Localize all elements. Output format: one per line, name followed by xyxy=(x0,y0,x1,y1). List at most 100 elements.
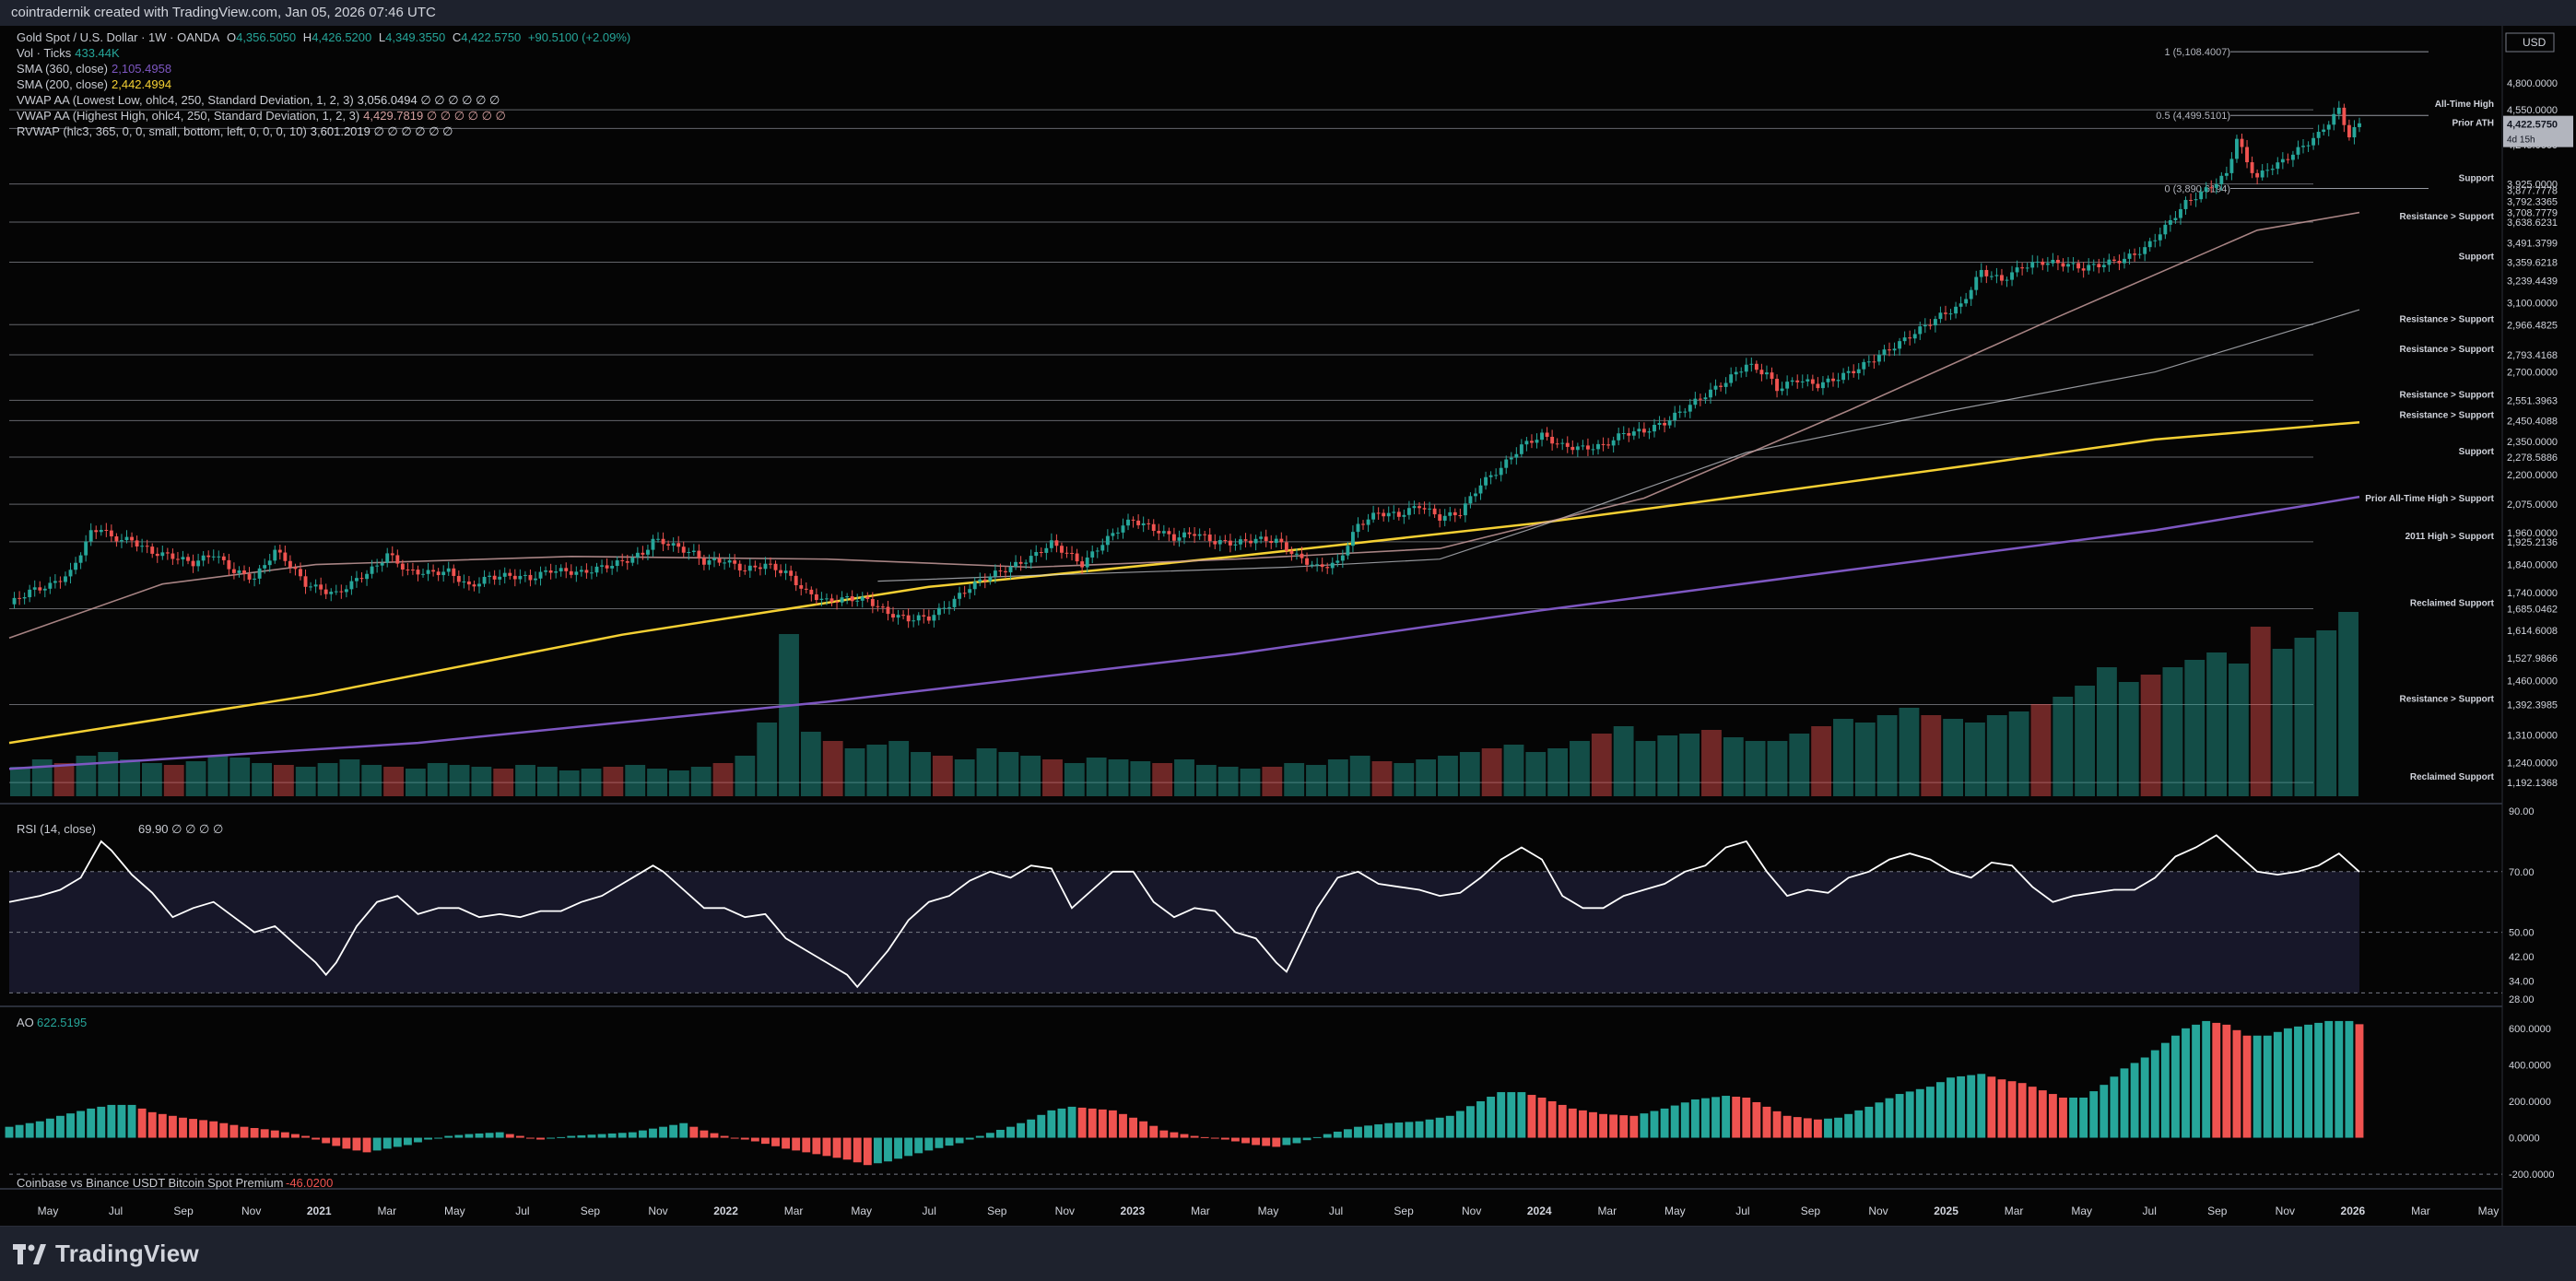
candle-body xyxy=(635,552,640,558)
candle-body xyxy=(2336,107,2341,114)
candle-body xyxy=(1484,476,1488,486)
candle-body xyxy=(625,560,629,563)
candle-body xyxy=(309,586,313,588)
candle-body xyxy=(277,549,282,553)
volume-bar xyxy=(954,759,975,796)
candle-body xyxy=(1356,523,1360,533)
ao-bar xyxy=(1405,1122,1414,1138)
ao-bar xyxy=(1241,1137,1250,1144)
ao-bar xyxy=(1527,1095,1536,1138)
legend-indicator-label: VWAP AA (Highest High, ohlc4, 250, Stand… xyxy=(17,109,360,123)
candle-body xyxy=(896,615,900,618)
candle-body xyxy=(508,572,512,576)
volume-bar xyxy=(735,756,756,796)
ao-bar xyxy=(199,1120,208,1138)
ao-bar xyxy=(1854,1110,1864,1138)
candle-body xyxy=(2087,264,2091,271)
ao-bar xyxy=(1732,1097,1741,1138)
candle-body xyxy=(293,567,298,570)
candle-body xyxy=(794,575,798,586)
ao-bar xyxy=(536,1137,545,1140)
ao-bar xyxy=(1231,1137,1240,1142)
ao-bar xyxy=(1568,1108,1577,1138)
candle-body xyxy=(2332,113,2336,125)
ao-bar xyxy=(1589,1111,1597,1138)
ao-value: 622.5195 xyxy=(37,1016,87,1029)
legend-open: 4,356.5050 xyxy=(236,30,297,44)
rsi-tick: 90.00 xyxy=(2509,806,2535,817)
vwap-high-line xyxy=(8,211,2360,639)
candle-body xyxy=(1989,276,1994,277)
ao-bar xyxy=(35,1121,44,1138)
volume-bar xyxy=(976,748,997,796)
candle-body xyxy=(48,582,53,589)
candle-body xyxy=(2179,208,2182,218)
ao-bar xyxy=(1047,1110,1056,1138)
candle-body xyxy=(68,570,73,577)
volume-bar xyxy=(141,763,162,796)
candle-body xyxy=(1719,385,1723,387)
volume-bar xyxy=(1591,734,1612,796)
candle-body xyxy=(1366,519,1370,525)
price-tick: 4,550.0000 xyxy=(2507,105,2558,116)
level-label: Prior ATH xyxy=(2452,118,2494,128)
time-tick: Sep xyxy=(1801,1205,1821,1217)
volume-bar xyxy=(427,763,448,796)
ao-bar xyxy=(1824,1118,1832,1138)
ao-bar xyxy=(884,1137,892,1162)
currency-box xyxy=(2505,32,2555,53)
ao-bar xyxy=(1108,1110,1117,1138)
candle-body xyxy=(1938,312,1943,320)
volume-bar xyxy=(515,765,535,796)
ao-bar xyxy=(2069,1098,2077,1138)
volume-bar xyxy=(317,763,338,796)
volume-bar xyxy=(383,767,404,796)
chart-area[interactable]: All-Time High Prior ATH Support Resistance … xyxy=(0,26,2576,1226)
candle-body xyxy=(870,598,875,606)
ao-bar xyxy=(1599,1113,1607,1138)
legend-low-label: L xyxy=(378,30,386,44)
volume-bar xyxy=(998,752,1019,796)
ao-bar xyxy=(740,1137,749,1140)
candle-body xyxy=(32,587,37,590)
legend-indicator-label: Vol · Ticks xyxy=(17,46,72,60)
legend-indicator: Vol · Ticks 433.44K xyxy=(17,45,634,61)
candle-body xyxy=(482,576,487,584)
candle-body xyxy=(370,566,374,574)
level-label: Resistance > Support xyxy=(2399,212,2494,222)
ao-bar xyxy=(1925,1087,1935,1138)
candle-body xyxy=(1667,420,1672,426)
candle-body xyxy=(1320,564,1324,568)
candle-body xyxy=(1954,306,1958,314)
ao-bar xyxy=(1119,1113,1127,1138)
candle-body xyxy=(2015,267,2019,273)
ao-bar xyxy=(1312,1136,1322,1138)
ao-bar xyxy=(1129,1117,1137,1138)
candle-body xyxy=(605,565,609,569)
volume-bar xyxy=(1899,708,1920,796)
candle-body xyxy=(1223,540,1228,542)
candle-body xyxy=(492,575,497,580)
price-tick: 1,392.3985 xyxy=(2507,699,2558,711)
candle-body xyxy=(1872,361,1876,363)
volume-bar xyxy=(2053,697,2074,796)
chart-svg[interactable]: All-Time High Prior ATH Support Resistance … xyxy=(0,26,2576,1226)
vwap-low-line xyxy=(877,309,2360,582)
candle-body xyxy=(2045,263,2050,265)
candle-body xyxy=(763,563,768,570)
candle-body xyxy=(1795,380,1800,382)
ao-tick: -200.0000 xyxy=(2509,1169,2555,1181)
time-tick: 2024 xyxy=(1527,1205,1552,1217)
volume-bar xyxy=(207,756,229,796)
candle-body xyxy=(1994,275,1999,276)
volume-bar xyxy=(712,763,734,796)
level-label: Resistance > Support xyxy=(2399,390,2494,400)
candle-body xyxy=(1284,542,1288,551)
candle-body xyxy=(620,560,625,562)
candle-body xyxy=(1641,429,1646,433)
candle-body xyxy=(1948,313,1953,315)
candle-body xyxy=(1197,534,1202,536)
candle-body xyxy=(518,575,523,580)
candle-body xyxy=(942,607,947,609)
candle-body xyxy=(747,565,752,571)
